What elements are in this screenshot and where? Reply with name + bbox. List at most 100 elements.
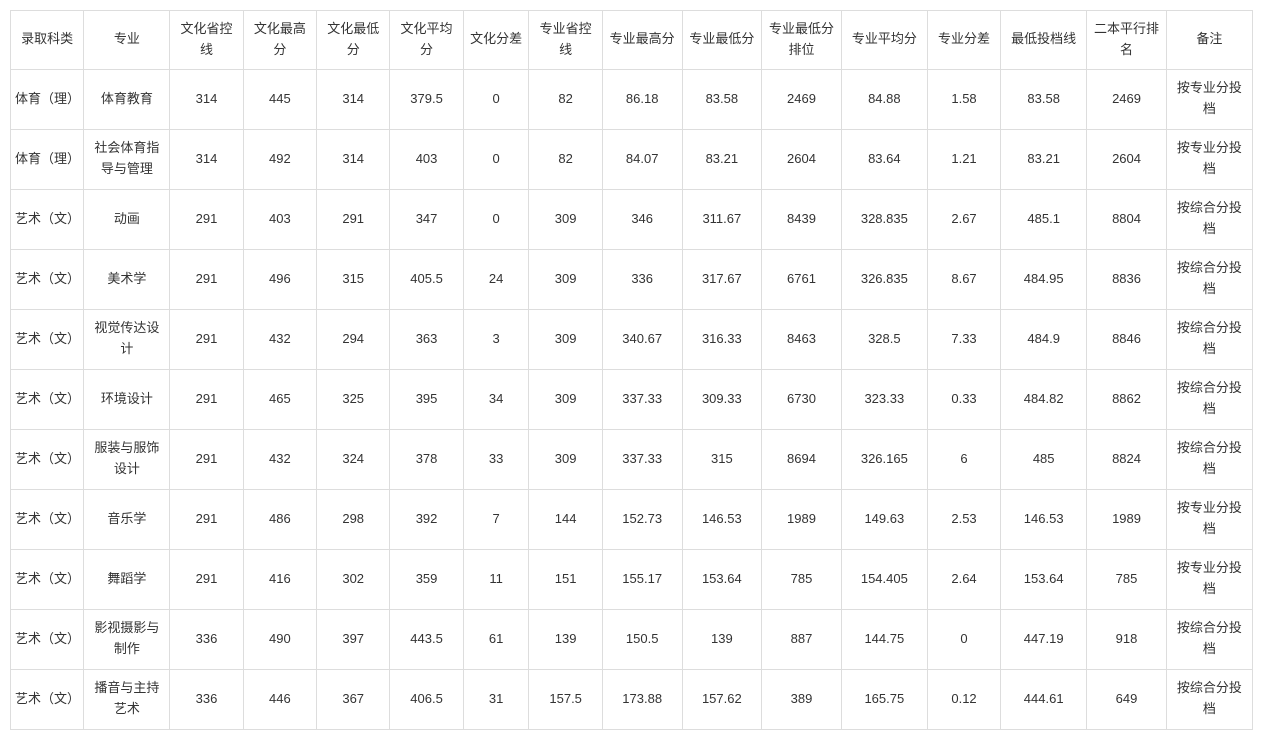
col-header-culture-diff: 文化分差 — [463, 11, 529, 70]
table-cell: 785 — [1087, 549, 1167, 609]
table-cell: 86.18 — [602, 69, 682, 129]
table-cell: 359 — [390, 549, 463, 609]
table-cell: 485.1 — [1001, 189, 1087, 249]
table-cell: 8463 — [762, 309, 842, 369]
table-cell: 0 — [463, 69, 529, 129]
table-cell: 按专业分投档 — [1166, 69, 1252, 129]
table-cell: 309 — [529, 309, 602, 369]
table-cell: 484.95 — [1001, 249, 1087, 309]
table-cell: 按综合分投档 — [1166, 669, 1252, 729]
table-cell: 445 — [243, 69, 316, 129]
table-row: 艺术（文）视觉传达设计2914322943633309340.67316.338… — [11, 309, 1253, 369]
table-cell: 体育（理） — [11, 69, 84, 129]
table-cell: 2469 — [1087, 69, 1167, 129]
table-cell: 146.53 — [1001, 489, 1087, 549]
table-cell: 392 — [390, 489, 463, 549]
table-cell: 艺术（文） — [11, 549, 84, 609]
table-header: 录取科类 专业 文化省控线 文化最高分 文化最低分 文化平均分 文化分差 专业省… — [11, 11, 1253, 70]
table-cell: 153.64 — [1001, 549, 1087, 609]
table-row: 艺术（文）环境设计29146532539534309337.33309.3367… — [11, 369, 1253, 429]
table-cell: 328.835 — [841, 189, 927, 249]
table-cell: 397 — [317, 609, 390, 669]
table-cell: 舞蹈学 — [84, 549, 170, 609]
table-cell: 291 — [170, 189, 243, 249]
table-cell: 2.67 — [927, 189, 1000, 249]
table-cell: 346 — [602, 189, 682, 249]
table-cell: 34 — [463, 369, 529, 429]
table-cell: 体育教育 — [84, 69, 170, 129]
table-cell: 340.67 — [602, 309, 682, 369]
table-cell: 291 — [317, 189, 390, 249]
table-cell: 324 — [317, 429, 390, 489]
table-cell: 328.5 — [841, 309, 927, 369]
table-cell: 83.21 — [682, 129, 762, 189]
col-header-pro-min: 专业最低分 — [682, 11, 762, 70]
table-cell: 291 — [170, 249, 243, 309]
table-cell: 389 — [762, 669, 842, 729]
table-cell: 82 — [529, 69, 602, 129]
table-cell: 144 — [529, 489, 602, 549]
table-cell: 395 — [390, 369, 463, 429]
table-cell: 291 — [170, 549, 243, 609]
table-row: 体育（理）体育教育314445314379.508286.1883.582469… — [11, 69, 1253, 129]
table-cell: 337.33 — [602, 369, 682, 429]
table-cell: 按专业分投档 — [1166, 489, 1252, 549]
table-cell: 音乐学 — [84, 489, 170, 549]
table-cell: 403 — [243, 189, 316, 249]
table-cell: 485 — [1001, 429, 1087, 489]
table-cell: 1989 — [1087, 489, 1167, 549]
table-cell: 165.75 — [841, 669, 927, 729]
table-cell: 309 — [529, 429, 602, 489]
table-cell: 314 — [317, 129, 390, 189]
table-row: 艺术（文）音乐学2914862983927144152.73146.531989… — [11, 489, 1253, 549]
table-row: 艺术（文）播音与主持艺术336446367406.531157.5173.881… — [11, 669, 1253, 729]
table-cell: 153.64 — [682, 549, 762, 609]
table-cell: 2.53 — [927, 489, 1000, 549]
table-cell: 33 — [463, 429, 529, 489]
table-cell: 447.19 — [1001, 609, 1087, 669]
table-cell: 2.64 — [927, 549, 1000, 609]
table-cell: 416 — [243, 549, 316, 609]
table-cell: 艺术（文） — [11, 309, 84, 369]
col-header-culture-min: 文化最低分 — [317, 11, 390, 70]
table-cell: 1989 — [762, 489, 842, 549]
table-cell: 3 — [463, 309, 529, 369]
table-cell: 按综合分投档 — [1166, 609, 1252, 669]
table-cell: 443.5 — [390, 609, 463, 669]
table-cell: 336 — [170, 669, 243, 729]
table-cell: 323.33 — [841, 369, 927, 429]
table-cell: 146.53 — [682, 489, 762, 549]
table-cell: 139 — [529, 609, 602, 669]
table-cell: 8824 — [1087, 429, 1167, 489]
table-cell: 83.21 — [1001, 129, 1087, 189]
table-cell: 83.64 — [841, 129, 927, 189]
table-cell: 83.58 — [1001, 69, 1087, 129]
col-header-pro-min-rank: 专业最低分排位 — [762, 11, 842, 70]
table-cell: 84.88 — [841, 69, 927, 129]
table-cell: 150.5 — [602, 609, 682, 669]
table-cell: 311.67 — [682, 189, 762, 249]
table-cell: 社会体育指导与管理 — [84, 129, 170, 189]
col-header-culture-avg: 文化平均分 — [390, 11, 463, 70]
table-cell: 8836 — [1087, 249, 1167, 309]
table-row: 艺术（文）影视摄影与制作336490397443.561139150.51398… — [11, 609, 1253, 669]
table-cell: 298 — [317, 489, 390, 549]
table-cell: 405.5 — [390, 249, 463, 309]
table-cell: 按综合分投档 — [1166, 309, 1252, 369]
table-cell: 496 — [243, 249, 316, 309]
table-cell: 315 — [682, 429, 762, 489]
table-cell: 326.165 — [841, 429, 927, 489]
table-cell: 139 — [682, 609, 762, 669]
table-cell: 432 — [243, 429, 316, 489]
table-cell: 服装与服饰设计 — [84, 429, 170, 489]
table-cell: 环境设计 — [84, 369, 170, 429]
table-cell: 154.405 — [841, 549, 927, 609]
table-cell: 465 — [243, 369, 316, 429]
table-cell: 6761 — [762, 249, 842, 309]
table-cell: 309.33 — [682, 369, 762, 429]
table-cell: 337.33 — [602, 429, 682, 489]
table-cell: 157.5 — [529, 669, 602, 729]
table-cell: 按专业分投档 — [1166, 129, 1252, 189]
table-cell: 403 — [390, 129, 463, 189]
table-cell: 8439 — [762, 189, 842, 249]
